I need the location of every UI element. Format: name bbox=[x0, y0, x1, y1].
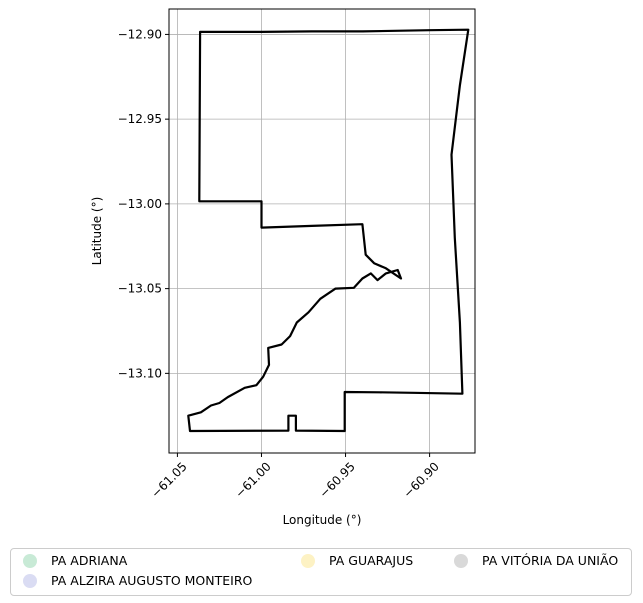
legend: PA ADRIANA PA ALZIRA AUGUSTO MONTEIRO PA… bbox=[10, 548, 632, 596]
legend-item-pa-alzira-augusto-monteiro: PA ALZIRA AUGUSTO MONTEIRO bbox=[23, 573, 252, 588]
legend-label: PA ALZIRA AUGUSTO MONTEIRO bbox=[51, 573, 253, 588]
legend-item-pa-adriana: PA ADRIANA bbox=[23, 553, 127, 568]
y-tick-label: −13.05 bbox=[118, 282, 162, 296]
x-tick-label: −61.00 bbox=[233, 459, 274, 500]
legend-item-pa-vitoria-da-uniao: PA VITÓRIA DA UNIÃO bbox=[454, 553, 618, 568]
legend-label: PA ADRIANA bbox=[51, 553, 128, 568]
y-tick-label: −13.00 bbox=[118, 197, 162, 211]
y-axis: −12.90 −12.95 −13.00 −13.05 −13.10 bbox=[118, 27, 169, 380]
x-axis: −61.05 −61.00 −60.95 −60.90 bbox=[148, 453, 442, 501]
legend-item-pa-guarajus: PA GUARAJUS bbox=[301, 553, 413, 568]
legend-label: PA VITÓRIA DA UNIÃO bbox=[482, 553, 619, 568]
legend-marker bbox=[23, 553, 37, 568]
legend-marker bbox=[23, 573, 37, 588]
x-tick-label: −61.05 bbox=[148, 459, 189, 500]
property-boundary bbox=[187, 28, 470, 433]
axes-frame bbox=[168, 8, 476, 454]
y-tick-label: −12.95 bbox=[118, 112, 162, 126]
x-axis-label: Longitude (°) bbox=[283, 513, 362, 527]
grid bbox=[169, 9, 475, 453]
x-tick-label: −60.95 bbox=[317, 459, 358, 500]
y-axis-label: Latitude (°) bbox=[90, 197, 104, 266]
y-tick-label: −13.10 bbox=[118, 366, 162, 380]
legend-marker bbox=[454, 553, 468, 568]
y-tick-label: −12.90 bbox=[118, 27, 162, 41]
legend-label: PA GUARAJUS bbox=[329, 553, 414, 568]
x-tick-label: −60.90 bbox=[401, 459, 442, 500]
legend-marker bbox=[301, 553, 315, 568]
